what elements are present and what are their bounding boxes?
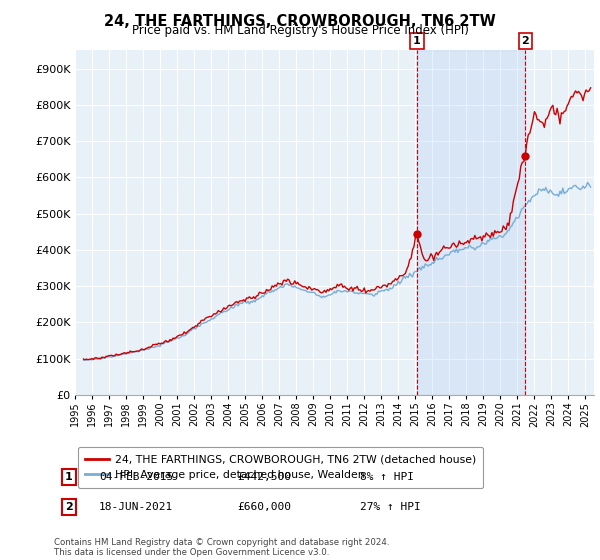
Text: 1: 1 xyxy=(65,472,73,482)
Text: 2: 2 xyxy=(65,502,73,512)
Text: Contains HM Land Registry data © Crown copyright and database right 2024.
This d: Contains HM Land Registry data © Crown c… xyxy=(54,538,389,557)
Text: 18-JUN-2021: 18-JUN-2021 xyxy=(99,502,173,512)
Text: 2: 2 xyxy=(521,36,529,46)
Legend: 24, THE FARTHINGS, CROWBOROUGH, TN6 2TW (detached house), HPI: Average price, de: 24, THE FARTHINGS, CROWBOROUGH, TN6 2TW … xyxy=(78,447,484,488)
Text: £442,500: £442,500 xyxy=(237,472,291,482)
Text: Price paid vs. HM Land Registry's House Price Index (HPI): Price paid vs. HM Land Registry's House … xyxy=(131,24,469,37)
Text: 04-FEB-2015: 04-FEB-2015 xyxy=(99,472,173,482)
Text: £660,000: £660,000 xyxy=(237,502,291,512)
Text: 27% ↑ HPI: 27% ↑ HPI xyxy=(360,502,421,512)
Bar xyxy=(417,50,525,395)
Text: 8% ↑ HPI: 8% ↑ HPI xyxy=(360,472,414,482)
Text: 1: 1 xyxy=(413,36,421,46)
Text: 24, THE FARTHINGS, CROWBOROUGH, TN6 2TW: 24, THE FARTHINGS, CROWBOROUGH, TN6 2TW xyxy=(104,14,496,29)
